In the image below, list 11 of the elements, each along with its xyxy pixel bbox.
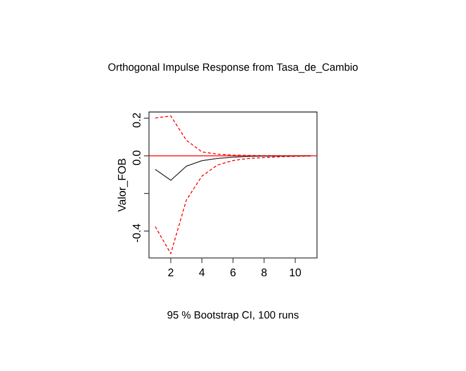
x-tick-label: 8 bbox=[262, 268, 267, 276]
y-tick-label: 0.0 bbox=[132, 150, 140, 166]
x-tick-label: 10 bbox=[290, 268, 301, 276]
y-axis-title: Valor_FOB bbox=[118, 158, 128, 212]
x-tick-label: 6 bbox=[230, 268, 236, 276]
y-tick-label: 0.2 bbox=[132, 113, 140, 128]
chart-title: Orthogonal Impulse Response from Tasa_de_Cambio bbox=[108, 63, 358, 73]
y-tick-label: -0.4 bbox=[132, 224, 140, 242]
x-tick-label: 2 bbox=[168, 268, 174, 276]
x-tick-label: 4 bbox=[199, 268, 205, 276]
x-axis-title: 95 % Bootstrap CI, 100 runs bbox=[168, 311, 299, 321]
